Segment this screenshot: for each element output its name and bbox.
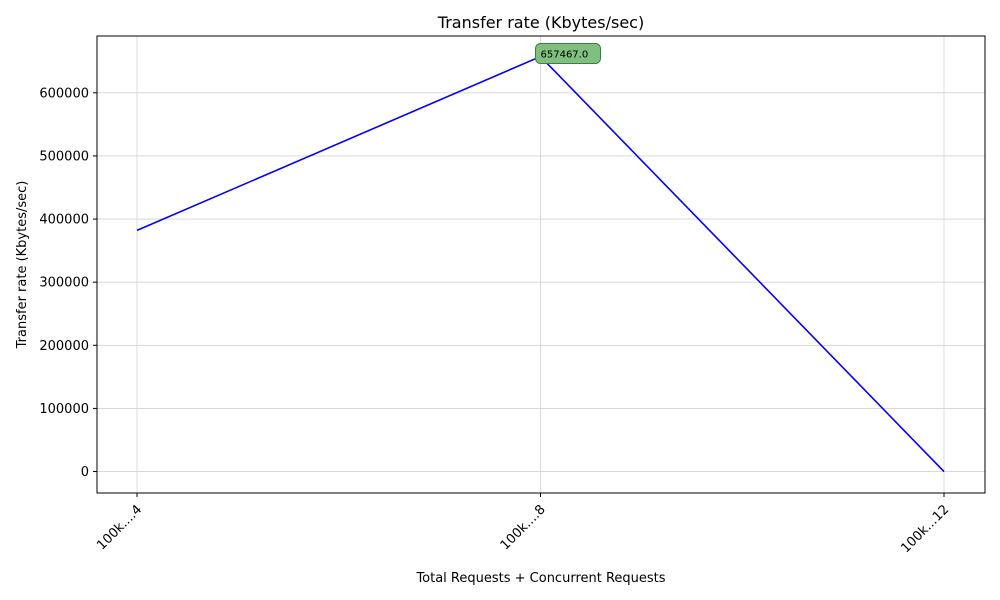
x-axis-label: Total Requests + Concurrent Requests [415,571,665,586]
y-tick-label: 600000 [39,86,89,101]
y-tick-label: 500000 [39,149,89,164]
chart-title: Transfer rate (Kbytes/sec) [437,13,644,32]
annotation-label: 657467.0 [541,50,589,61]
y-axis-label: Transfer rate (Kbytes/sec) [15,181,30,350]
y-axis-ticks: 0 100000 200000 300000 400000 500000 600000 [39,86,97,480]
y-tick-label: 100000 [39,402,89,417]
annotation-box [535,43,601,65]
y-tick-label: 200000 [39,339,89,354]
grid-lines [97,36,985,493]
y-tick-label: 300000 [39,276,89,291]
y-tick-label: 400000 [39,213,89,228]
y-tick-label: 0 [81,465,89,480]
peak-annotation: 657467.0 [535,43,601,65]
